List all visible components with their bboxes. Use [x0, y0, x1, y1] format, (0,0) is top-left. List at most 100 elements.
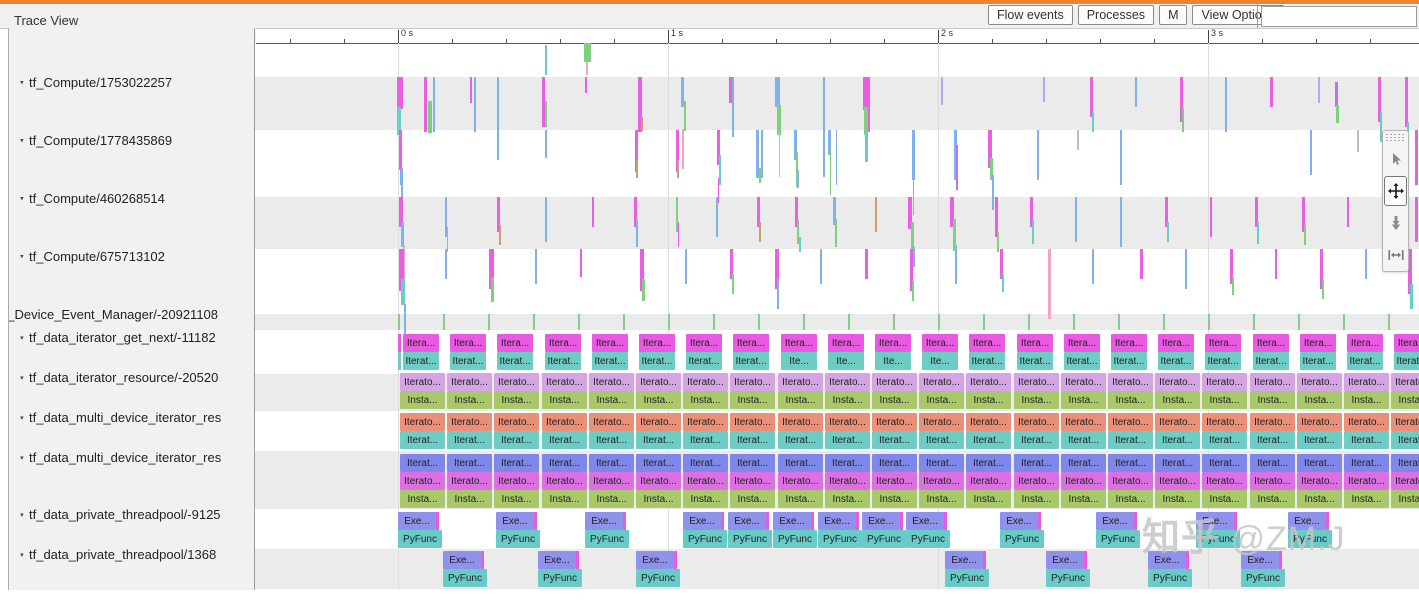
trace-event-box[interactable]: Insta...	[636, 490, 681, 508]
collapse-arrow-icon[interactable]: ▾	[20, 193, 24, 203]
trace-event-box[interactable]: Iterat...	[1158, 352, 1194, 370]
trace-event-sliver[interactable]	[681, 77, 684, 107]
trace-event-box[interactable]: Itera...	[1158, 334, 1194, 352]
trace-event-box[interactable]: Iterato...	[872, 373, 917, 391]
trace-event-sliver[interactable]	[730, 249, 733, 279]
trace-event-box[interactable]: Iterat...	[1155, 454, 1200, 472]
trace-event-sliver[interactable]	[864, 107, 868, 135]
device-event-tick[interactable]	[668, 314, 670, 330]
trace-event-sliver[interactable]	[445, 249, 447, 279]
trace-event-box[interactable]: Iterato...	[1155, 413, 1200, 431]
trace-event-box[interactable]: Iterat...	[1108, 454, 1153, 472]
trace-event-box[interactable]: Exe...	[1046, 551, 1084, 569]
trace-event-box[interactable]: Iterato...	[825, 413, 870, 431]
sidebar-track-8[interactable]: ▾ tf_data_multi_device_iterator_res	[15, 448, 221, 466]
trace-event-box[interactable]: Itera...	[1111, 334, 1147, 352]
trace-event-sliver[interactable]	[1134, 512, 1137, 530]
trace-event-box[interactable]: Insta...	[778, 391, 823, 409]
trace-event-box[interactable]: Iterat...	[636, 454, 681, 472]
trace-event-box[interactable]: PyFunc	[906, 530, 950, 548]
trace-event-sliver[interactable]	[830, 150, 831, 195]
trace-event-box[interactable]: Insta...	[1014, 391, 1059, 409]
trace-event-sliver[interactable]	[1037, 130, 1039, 180]
trace-event-sliver[interactable]	[634, 197, 637, 227]
trace-event-box[interactable]: Itera...	[1064, 334, 1100, 352]
trace-event-sliver[interactable]	[1318, 77, 1320, 103]
trace-event-box[interactable]: Iterato...	[683, 373, 728, 391]
trace-event-box[interactable]: Itera...	[922, 334, 958, 352]
trace-event-sliver[interactable]	[398, 352, 401, 370]
trace-event-box[interactable]: Ite...	[781, 352, 817, 370]
trace-event-sliver[interactable]	[1077, 130, 1079, 150]
trace-event-sliver[interactable]	[799, 237, 801, 252]
trace-event-box[interactable]: Iterato...	[1297, 472, 1342, 490]
trace-event-box[interactable]: Iterato...	[1155, 472, 1200, 490]
device-event-tick[interactable]	[1388, 314, 1390, 330]
trace-event-sliver[interactable]	[1043, 77, 1045, 102]
trace-event-box[interactable]: Itera...	[828, 334, 864, 352]
trace-event-box[interactable]: Iterato...	[636, 373, 681, 391]
trace-event-box[interactable]: Iterato...	[1061, 413, 1106, 431]
trace-event-box[interactable]: Exe...	[1148, 551, 1186, 569]
collapse-arrow-icon[interactable]: ▾	[20, 251, 24, 261]
trace-event-sliver[interactable]	[721, 512, 724, 530]
trace-event-sliver[interactable]	[1234, 512, 1237, 530]
trace-event-sliver[interactable]	[856, 512, 859, 530]
trace-event-sliver[interactable]	[1275, 249, 1277, 279]
trace-event-sliver[interactable]	[674, 551, 677, 569]
trace-event-box[interactable]: Exe...	[443, 551, 481, 569]
trace-event-box[interactable]: Iterato...	[1250, 413, 1295, 431]
trace-event-box[interactable]: Itera...	[733, 334, 769, 352]
trace-event-sliver[interactable]	[794, 130, 797, 160]
trace-event-box[interactable]: Iterat...	[400, 431, 445, 449]
trace-event-box[interactable]: Insta...	[872, 391, 917, 409]
trace-event-box[interactable]: Exe...	[538, 551, 576, 569]
device-event-tick[interactable]	[623, 314, 625, 330]
trace-event-box[interactable]: Exe...	[496, 512, 534, 530]
trace-event-box[interactable]: Insta...	[919, 391, 964, 409]
trace-event-box[interactable]: Iterat...	[730, 431, 775, 449]
trace-event-sliver[interactable]	[1092, 249, 1094, 284]
trace-event-box[interactable]: Iterato...	[1108, 413, 1153, 431]
trace-event-sliver[interactable]	[718, 178, 719, 203]
trace-event-box[interactable]: Insta...	[1250, 490, 1295, 508]
trace-event-sliver[interactable]	[1405, 77, 1408, 127]
trace-event-sliver[interactable]	[954, 130, 957, 180]
trace-event-box[interactable]: Insta...	[447, 490, 492, 508]
trace-event-sliver[interactable]	[1002, 274, 1004, 292]
device-event-tick[interactable]	[1208, 314, 1210, 330]
trace-event-box[interactable]: Iterat...	[730, 454, 775, 472]
trace-event-box[interactable]: Iterat...	[542, 431, 587, 449]
trace-event-sliver[interactable]	[911, 222, 914, 252]
trace-event-box[interactable]: Iterat...	[450, 352, 486, 370]
device-event-tick[interactable]	[1343, 314, 1345, 330]
trace-event-box[interactable]: Ite...	[875, 352, 911, 370]
trace-event-sliver[interactable]	[732, 274, 734, 294]
trace-event-sliver[interactable]	[992, 175, 994, 210]
trace-event-sliver[interactable]	[983, 551, 986, 569]
trace-event-sliver[interactable]	[910, 249, 913, 291]
device-event-tick[interactable]	[758, 314, 760, 330]
trace-event-sliver[interactable]	[470, 77, 472, 103]
trace-event-sliver[interactable]	[1120, 197, 1122, 247]
trace-event-box[interactable]: Itera...	[686, 334, 722, 352]
trace-event-box[interactable]: Iterato...	[1297, 413, 1342, 431]
trace-event-box[interactable]: Iterat...	[403, 352, 439, 370]
trace-event-box[interactable]: Iterato...	[447, 373, 492, 391]
collapse-arrow-icon[interactable]: ▾	[20, 549, 24, 559]
device-event-tick[interactable]	[713, 314, 715, 330]
selection-tool-button[interactable]	[1384, 144, 1407, 174]
trace-event-sliver[interactable]	[433, 77, 435, 132]
trace-event-box[interactable]: Insta...	[494, 391, 539, 409]
trace-event-sliver[interactable]	[474, 77, 476, 132]
collapse-arrow-icon[interactable]: ▾	[20, 332, 24, 342]
trace-event-box[interactable]: Insta...	[1061, 391, 1106, 409]
trace-event-box[interactable]: Insta...	[919, 490, 964, 508]
trace-event-box[interactable]: Iterat...	[494, 454, 539, 472]
trace-event-sliver[interactable]	[997, 232, 999, 252]
trace-event-sliver[interactable]	[585, 77, 587, 93]
trace-event-box[interactable]: Itera...	[545, 334, 581, 352]
trace-event-box[interactable]: Iterat...	[1064, 352, 1100, 370]
trace-event-sliver[interactable]	[833, 197, 836, 225]
trace-event-box[interactable]: Itera...	[450, 334, 486, 352]
